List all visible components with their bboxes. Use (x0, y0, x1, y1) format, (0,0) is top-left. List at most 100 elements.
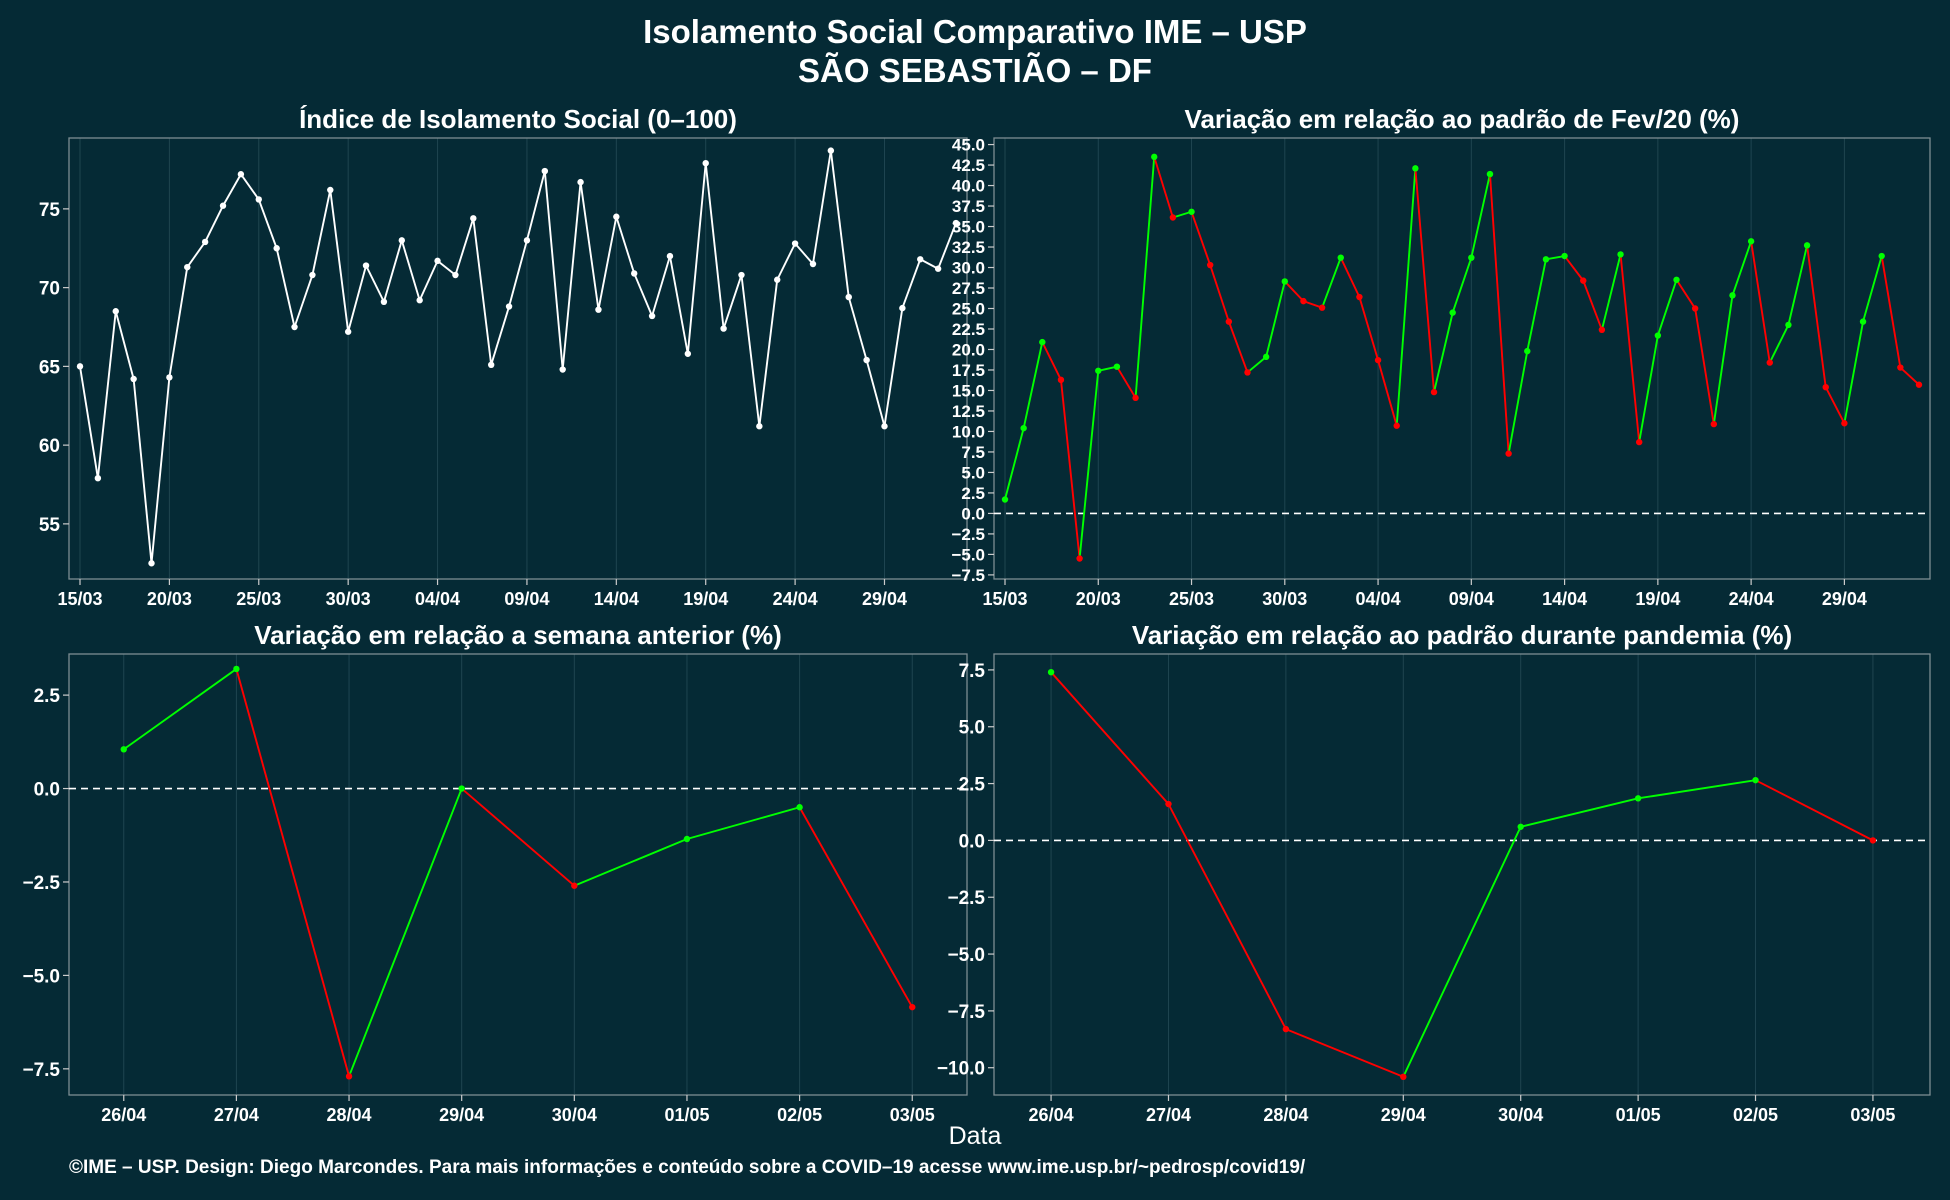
data-point (1318, 304, 1326, 311)
series-segment (1600, 254, 1622, 331)
data-point (309, 271, 316, 279)
series-segment (79, 366, 99, 479)
series-segment (1824, 386, 1846, 424)
y-tick-label: 22.5 (952, 320, 985, 339)
data-point (291, 323, 298, 331)
data-point (684, 350, 692, 357)
series-segment (722, 274, 743, 329)
data-point (94, 475, 102, 482)
series-segment (1880, 255, 1902, 368)
series-segment (1563, 255, 1585, 282)
series-segment (1227, 321, 1249, 373)
data-point (380, 298, 388, 305)
series-segment (1050, 671, 1170, 805)
series-segment (123, 668, 237, 751)
y-tick-label: 0.0 (959, 831, 985, 852)
footer-credit: ©IME – USP. Design: Diego Marcondes. Par… (69, 1157, 1306, 1178)
data-point (1169, 214, 1177, 221)
y-tick-label: 17.5 (952, 361, 985, 380)
series-segment (96, 311, 117, 479)
data-point (1878, 252, 1885, 260)
data-point (541, 167, 549, 175)
data-point (1412, 165, 1419, 172)
x-tick-label: 04/04 (415, 589, 460, 609)
data-point (1617, 251, 1624, 258)
x-tick-label: 24/04 (773, 589, 818, 609)
series-segment (865, 359, 886, 427)
y-tick-label: −10.0 (937, 1059, 985, 1080)
series-segment (293, 274, 314, 328)
series-segment (1731, 240, 1753, 296)
series-segment (348, 788, 463, 1077)
panel-1: Índice de Isolamento Social (0–100) 55 60 6… (39, 104, 968, 609)
series-segment (1060, 379, 1081, 559)
y-tick-label: −7.5 (947, 1002, 985, 1023)
series-segment (1321, 257, 1342, 309)
series-segment (275, 248, 296, 328)
data-point (458, 785, 465, 792)
series-segment (383, 240, 403, 303)
data-point (1337, 254, 1344, 261)
data-point (934, 265, 942, 272)
y-tick-label: −2.5 (22, 873, 60, 894)
data-point (1505, 450, 1512, 457)
data-point (952, 219, 960, 227)
series-segment (633, 273, 653, 317)
y-tick-label: 5.0 (961, 463, 985, 482)
data-point (1244, 369, 1251, 376)
panel-3: Variação em relação a semana anterior (%… (22, 620, 968, 1125)
data-point (1561, 252, 1568, 260)
x-tick-label: 24/04 (1729, 589, 1774, 609)
data-point (233, 665, 240, 673)
y-tick-label: −5.0 (22, 966, 60, 987)
series-segment (1402, 826, 1522, 1078)
y-tick-label: 75 (39, 200, 61, 221)
series-segment (436, 260, 457, 276)
data-point (756, 423, 763, 430)
data-point (1636, 438, 1643, 446)
y-tick-label: 55 (39, 515, 61, 536)
series-segment (937, 222, 957, 270)
series-segment (454, 218, 475, 276)
series-segment (1675, 279, 1696, 310)
data-point (1841, 420, 1848, 427)
series-segment (472, 218, 493, 365)
series-segment (508, 240, 528, 307)
y-tick-label: 30.0 (952, 259, 985, 278)
x-tick-label: 09/04 (504, 589, 549, 609)
data-point (1262, 353, 1270, 361)
data-point (683, 835, 691, 843)
panel-title: Índice de Isolamento Social (0–100) (299, 104, 737, 134)
series-segment (257, 199, 278, 249)
data-point (1822, 383, 1829, 391)
data-point (631, 270, 638, 277)
x-tick-label: 03/05 (1850, 1105, 1895, 1125)
series-segment (1153, 156, 1174, 218)
data-point (1039, 338, 1046, 346)
data-point (1047, 668, 1055, 676)
data-point (1710, 420, 1718, 428)
series-segment (1414, 168, 1435, 393)
data-point (559, 366, 566, 373)
data-point (1524, 347, 1531, 355)
data-point (273, 245, 280, 252)
series-segment (1638, 335, 1659, 443)
y-tick-label: 42.5 (952, 156, 985, 175)
series-segment (1619, 254, 1641, 443)
data-point (1580, 277, 1587, 284)
data-point (881, 423, 888, 430)
series-segment (686, 163, 707, 354)
x-tick-label: 20/03 (147, 589, 192, 609)
x-tick-label: 01/05 (1616, 1105, 1661, 1125)
series-segment (686, 806, 800, 840)
y-tick-label: 7.5 (959, 661, 986, 682)
series-segment (561, 182, 582, 370)
data-point (130, 375, 137, 383)
x-tick-label: 19/04 (1635, 589, 1680, 609)
x-tick-label: 29/04 (862, 589, 907, 609)
y-tick-label: 65 (39, 357, 61, 378)
data-point (1673, 276, 1680, 284)
x-tick-label: 15/03 (57, 589, 102, 609)
series-segment (1694, 308, 1715, 425)
